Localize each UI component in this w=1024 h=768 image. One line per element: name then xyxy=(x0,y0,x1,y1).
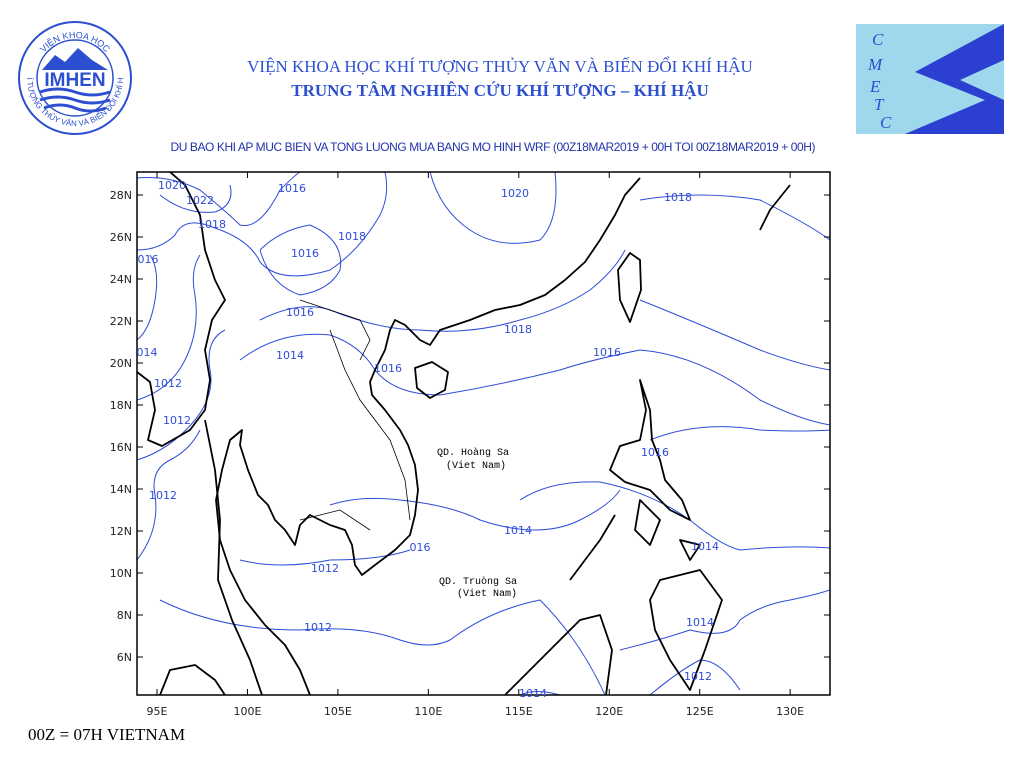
lat-label: 16N xyxy=(110,441,132,454)
isobar-label: 1012 xyxy=(311,562,339,575)
isobar-label: 1018 xyxy=(504,323,532,336)
coastlines xyxy=(137,172,791,695)
isobar-label: 1016 xyxy=(291,247,319,260)
isobar-label: 1016 xyxy=(593,346,621,359)
isobar-label: 1020 xyxy=(158,179,186,192)
lat-label: 12N xyxy=(110,525,132,538)
isobar-label: 1018 xyxy=(664,191,692,204)
place-name: QD. Truòng Sa xyxy=(439,576,517,588)
map-title: DU BAO KHI AP MUC BIEN VA TONG LUONG MUA… xyxy=(171,140,816,154)
place-note: (Viet Nam) xyxy=(446,460,506,472)
isobar-label: 1014 xyxy=(276,349,304,362)
cmetc-letter: T xyxy=(874,95,885,114)
isobar-label: 1012 xyxy=(154,377,182,390)
lat-label: 24N xyxy=(110,273,132,286)
lon-label: 110E xyxy=(414,705,442,718)
isobar-label: 1014 xyxy=(519,687,547,700)
lon-label: 125E xyxy=(686,705,714,718)
lon-label: 130E xyxy=(776,705,804,718)
map-axes: 95E 100E 105E 110E 115E 120E 125E 130E 28N 26N 24N… xyxy=(110,172,830,718)
isobar-label: 014 xyxy=(137,346,158,359)
cmetc-letter: M xyxy=(867,55,883,74)
lat-label: 22N xyxy=(110,315,132,328)
isobar-label: 1014 xyxy=(504,524,532,537)
isobar-label: 1016 xyxy=(641,446,669,459)
lat-label: 6N xyxy=(117,651,132,664)
lat-label: 20N xyxy=(110,357,132,370)
lon-label: 115E xyxy=(505,705,533,718)
place-name: QD. Hoàng Sa xyxy=(437,447,509,459)
lat-label: 8N xyxy=(117,609,132,622)
isobar-label: 1012 xyxy=(163,414,191,427)
cmetc-letter: C xyxy=(880,113,892,132)
isobar-label: 016 xyxy=(410,541,431,554)
lon-label: 95E xyxy=(147,705,168,718)
isobar-label: 1020 xyxy=(501,187,529,200)
map-frame xyxy=(136,171,831,696)
lat-label: 28N xyxy=(110,189,132,202)
lon-label: 120E xyxy=(595,705,623,718)
lon-label: 105E xyxy=(324,705,352,718)
isobar-label: 1012 xyxy=(149,489,177,502)
cmetc-logo: C M E T C xyxy=(856,24,1004,134)
isobar-label: 1012 xyxy=(684,670,712,683)
imhen-name: IMHEN xyxy=(44,70,105,91)
isobar-label: 1022 xyxy=(186,194,214,207)
isobar-label: 1018 xyxy=(338,230,366,243)
footer-note: 00Z = 07H VIETNAM xyxy=(28,725,185,744)
isobar-label: 1014 xyxy=(691,540,719,553)
isobar-label: 1016 xyxy=(286,306,314,319)
lat-label: 26N xyxy=(110,231,132,244)
imhen-logo: IMHEN VIỆN KHOA HỌC KHÍ TƯỢNG THỦY VĂN V… xyxy=(0,0,132,135)
isobar-label: 016 xyxy=(138,253,159,266)
center-title: TRUNG TÂM NGHIÊN CỨU KHÍ TƯỢNG – KHÍ HẬU xyxy=(291,81,708,100)
isobar-label: 1016 xyxy=(278,182,306,195)
isobar-label: 1014 xyxy=(686,616,714,629)
cmetc-letter: E xyxy=(869,77,881,96)
institute-title: VIỆN KHOA HỌC KHÍ TƯỢNG THỦY VĂN VÀ BIẾN… xyxy=(247,56,753,76)
cmetc-letter: C xyxy=(872,30,884,49)
lat-label: 14N xyxy=(110,483,132,496)
isobar-label: 1012 xyxy=(304,621,332,634)
lon-label: 100E xyxy=(233,705,261,718)
isobar-label: 1018 xyxy=(198,218,226,231)
place-note: (Viet Nam) xyxy=(457,588,517,600)
lat-label: 18N xyxy=(110,399,132,412)
isobar-label: 1016 xyxy=(374,362,402,375)
lat-label: 10N xyxy=(110,567,132,580)
